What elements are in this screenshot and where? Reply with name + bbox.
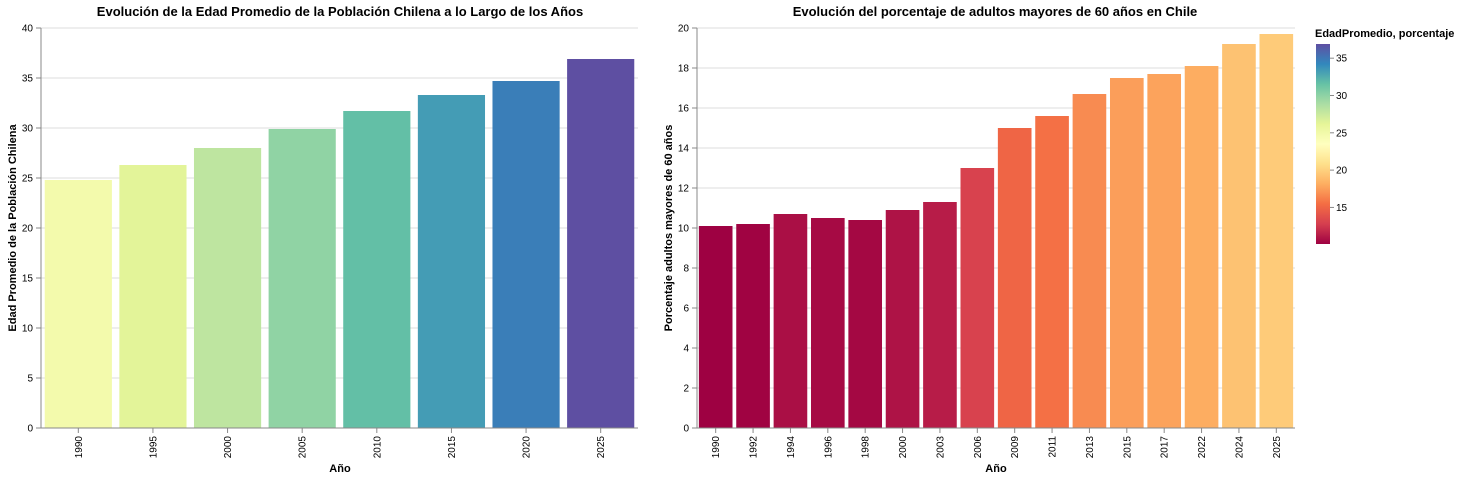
x-tick-label: 2000 (898, 436, 909, 459)
bar-2005 (268, 129, 336, 428)
bar-2000 (193, 148, 262, 428)
bar-2011 (1035, 116, 1069, 428)
legend-tick-label: 25 (1336, 128, 1348, 139)
bar-1998 (848, 220, 883, 428)
bar-1995 (119, 165, 187, 428)
y-tick-label: 6 (683, 304, 689, 315)
y-tick-label: 18 (678, 64, 690, 75)
bar-2009 (997, 128, 1032, 428)
chart2-y-axis: 0 2 4 6 8 10 12 14 16 18 20 (678, 24, 698, 435)
chart2-x-axis-title: Año (985, 463, 1007, 475)
bar-2003 (923, 202, 957, 428)
bar-2017 (1147, 74, 1182, 428)
chart2-title: Evolución del porcentaje de adultos mayo… (793, 4, 1198, 19)
x-tick-label: 2017 (1160, 436, 1171, 459)
legend-tick-label: 20 (1336, 166, 1348, 177)
chart1-title: Evolución de la Edad Promedio de la Pobl… (97, 4, 583, 19)
bar-1994 (773, 214, 808, 428)
x-tick-label: 2025 (596, 436, 607, 459)
y-tick-label: 35 (22, 74, 34, 85)
y-tick-label: 25 (22, 174, 34, 185)
y-tick-label: 16 (678, 104, 690, 115)
x-tick-label: 2003 (935, 436, 946, 459)
x-tick-label: 1990 (711, 436, 722, 459)
bar-2025 (1259, 34, 1294, 428)
x-tick-label: 2013 (1085, 436, 1096, 459)
y-tick-label: 20 (678, 24, 690, 35)
y-tick-label: 5 (27, 374, 33, 385)
y-tick-label: 30 (22, 124, 34, 135)
legend-ticks: 15 20 25 30 35 (1330, 54, 1348, 214)
x-tick-label: 2005 (298, 436, 309, 459)
legend-gradient-bar (1316, 44, 1330, 244)
chart2-x-axis: 1990 1992 1994 1996 1998 2000 2003 2006 2009 2011… (697, 427, 1295, 459)
chart2-bars (698, 34, 1294, 428)
x-tick-label: 1996 (823, 436, 834, 459)
x-tick-label: 1990 (74, 436, 85, 459)
x-tick-label: 2022 (1197, 436, 1208, 459)
chart1-x-axis: 1990 1995 2000 2005 2010 2015 2020 2025 (41, 427, 638, 459)
y-tick-label: 10 (678, 224, 690, 235)
bar-2000 (885, 210, 920, 428)
bar-2013 (1072, 94, 1107, 428)
chart-elderly-percentage: Evolución del porcentaje de adultos mayo… (663, 4, 1295, 475)
legend-tick-label: 15 (1336, 203, 1348, 214)
bar-2015 (417, 95, 486, 428)
x-tick-label: 2015 (1122, 436, 1133, 459)
bar-2010 (343, 111, 411, 428)
color-legend: EdadPromedio, porcentaje 15 20 25 30 35 (1315, 28, 1454, 244)
x-tick-label: 2025 (1272, 436, 1283, 459)
x-tick-label: 1994 (786, 436, 797, 459)
x-tick-label: 2011 (1048, 436, 1059, 458)
bar-1996 (810, 218, 845, 428)
x-tick-label: 2000 (223, 436, 234, 459)
chart1-y-axis: 0 5 10 15 20 25 30 35 40 (22, 24, 42, 435)
y-tick-label: 14 (678, 144, 690, 155)
chart-average-age: Evolución de la Edad Promedio de la Pobl… (7, 4, 638, 475)
bar-2015 (1109, 78, 1144, 428)
y-tick-label: 40 (22, 24, 34, 35)
y-tick-label: 12 (678, 184, 690, 195)
x-tick-label: 2010 (372, 436, 383, 459)
bar-2020 (492, 81, 560, 428)
x-tick-label: 2020 (522, 436, 533, 459)
bar-2025 (567, 59, 635, 428)
y-tick-label: 2 (683, 384, 689, 395)
x-tick-label: 2024 (1234, 436, 1245, 459)
chart2-y-axis-title: Porcentaje adultos mayores de 60 años (663, 125, 675, 332)
y-tick-label: 10 (22, 324, 34, 335)
y-tick-label: 0 (683, 424, 689, 435)
legend-title: EdadPromedio, porcentaje (1315, 28, 1454, 40)
bar-2024 (1222, 44, 1256, 428)
legend-tick-label: 30 (1336, 91, 1348, 102)
x-tick-label: 2009 (1010, 436, 1021, 459)
bar-1992 (736, 224, 770, 428)
x-tick-label: 2015 (447, 436, 458, 459)
x-tick-label: 1992 (749, 436, 760, 459)
y-tick-label: 15 (22, 274, 34, 285)
y-tick-label: 8 (683, 264, 689, 275)
x-tick-label: 1995 (148, 436, 159, 459)
legend-tick-label: 35 (1336, 54, 1348, 65)
x-tick-label: 2006 (973, 436, 984, 459)
x-tick-label: 1998 (861, 436, 872, 459)
bar-2006 (960, 168, 995, 428)
chart1-bars (44, 59, 635, 428)
chart1-y-axis-title: Edad Promedio de la Población Chilena (7, 124, 19, 332)
y-tick-label: 4 (683, 344, 689, 355)
y-tick-label: 0 (27, 424, 33, 435)
bar-1990 (698, 226, 733, 428)
bar-2022 (1184, 66, 1219, 428)
chart1-x-axis-title: Año (329, 463, 351, 475)
bar-1990 (44, 180, 112, 428)
y-tick-label: 20 (22, 224, 34, 235)
